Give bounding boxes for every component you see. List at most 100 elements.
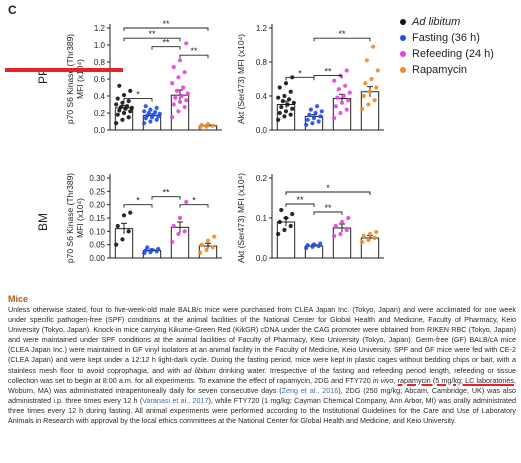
bar-refeeding (332, 227, 352, 259)
data-point-refeeding (171, 223, 176, 229)
significance-bracket (123, 204, 153, 208)
data-point-ad_libitum (277, 219, 282, 225)
data-point-ad_libitum (287, 97, 292, 102)
data-point-ad_libitum (121, 93, 127, 98)
data-point-fasting (319, 109, 324, 114)
data-point-fasting (311, 242, 317, 247)
data-point-ad_libitum (282, 93, 287, 99)
significance-bracket (151, 196, 181, 200)
data-point-fasting (305, 117, 310, 122)
data-point-fasting (156, 246, 161, 252)
data-point-ad_libitum (120, 237, 125, 242)
data-point-fasting (318, 114, 323, 119)
data-point-refeeding (332, 233, 337, 239)
data-point-ad_libitum (277, 85, 282, 90)
data-point-refeeding (344, 68, 349, 73)
data-point-ad_libitum (276, 231, 281, 237)
data-point-ad_libitum (128, 109, 133, 114)
chart-3: 0.00 0.05 0.10 0.15 0.20 0.25 0.30 p70 S6 Kinas… (65, 173, 222, 263)
data-point-fasting (307, 112, 312, 117)
data-point-refeeding (174, 88, 179, 93)
data-point-refeeding (336, 87, 341, 92)
data-point-ad_libitum (117, 108, 122, 113)
data-point-rapamycin (374, 85, 379, 90)
data-point-refeeding (332, 116, 337, 121)
significance-bracket (151, 46, 181, 50)
data-point-rapamycin (363, 81, 368, 86)
citation-link[interactable]: Zeng et al., 2016 (281, 385, 339, 395)
methods-text-segment: rapamycin (5 mg/kg; LC laboratories (397, 375, 514, 385)
data-point-ad_libitum (114, 121, 119, 126)
y-tick-label: 0.6 (94, 75, 106, 84)
data-point-rapamycin (375, 68, 380, 73)
legend-label: Refeeding (24 h) (412, 48, 494, 60)
data-point-refeeding (343, 83, 348, 88)
legend-label: Fasting (36 h) (412, 32, 480, 44)
significance-label: ** (190, 46, 198, 56)
legend-marker-icon (400, 51, 406, 57)
data-point-refeeding (177, 215, 183, 221)
data-point-refeeding (181, 85, 186, 90)
significance-bracket (123, 98, 153, 102)
significance-label: ** (324, 203, 332, 213)
methods-text-segment: , Woburn, MA) was administrated intraper… (8, 375, 516, 395)
data-point-ad_libitum (290, 211, 295, 217)
data-point-ad_libitum (282, 227, 287, 233)
significance-bracket (123, 27, 209, 31)
significance-label: * (326, 183, 330, 193)
data-point-ad_libitum (288, 89, 293, 94)
data-point-refeeding (171, 65, 176, 70)
y-tick-label: 0.0 (94, 126, 106, 135)
data-point-rapamycin (372, 235, 377, 241)
data-point-refeeding (338, 231, 343, 237)
data-point-fasting (316, 119, 321, 124)
data-point-refeeding (333, 104, 338, 109)
legend-marker-icon (400, 19, 406, 25)
data-point-fasting (318, 241, 323, 246)
data-point-fasting (315, 104, 320, 109)
data-point-refeeding (184, 199, 189, 205)
data-point-refeeding (184, 98, 189, 103)
data-point-refeeding (177, 58, 183, 63)
significance-label: ** (148, 29, 156, 39)
data-point-fasting (142, 109, 147, 114)
y-tick-label: 0.4 (94, 92, 106, 101)
legend-item: Ad libitum (396, 14, 520, 30)
significance-bracket (285, 76, 315, 81)
data-point-rapamycin (360, 239, 365, 245)
data-point-ad_libitum (125, 104, 130, 109)
data-point-ad_libitum (285, 102, 290, 107)
data-point-ad_libitum (276, 117, 281, 122)
data-point-ad_libitum (283, 215, 289, 221)
data-point-ad_libitum (277, 110, 282, 116)
y-axis-label: p70 S6 Kinase (Thr389) (65, 173, 75, 263)
data-point-refeeding (339, 219, 345, 225)
data-point-refeeding (332, 78, 337, 83)
y-tick-label: 0.0 (256, 254, 268, 263)
y-tick-label: 0.10 (89, 227, 105, 236)
significance-label: ** (162, 19, 170, 29)
data-point-fasting (143, 104, 148, 109)
methods-section: Mice Unless otherwise stated, four to fi… (8, 294, 516, 426)
significance-label: * (136, 196, 140, 206)
data-point-rapamycin (371, 44, 376, 49)
data-point-ad_libitum (282, 114, 287, 119)
y-tick-label: 1.2 (94, 24, 106, 33)
data-point-fasting (157, 111, 162, 116)
significance-label: * (136, 90, 140, 100)
data-point-ad_libitum (118, 104, 123, 110)
data-point-fasting (311, 116, 317, 121)
data-point-refeeding (179, 93, 184, 99)
data-point-ad_libitum (120, 100, 125, 105)
data-point-refeeding (173, 95, 178, 100)
data-point-ad_libitum (121, 110, 127, 116)
data-point-refeeding (170, 115, 175, 120)
data-point-rapamycin (212, 234, 217, 239)
methods-heading: Mice (8, 294, 29, 304)
data-point-ad_libitum (126, 229, 131, 234)
citation-link[interactable]: Varanasi et al., 2017 (142, 395, 209, 405)
y-tick-label: 0.15 (89, 214, 105, 223)
data-point-rapamycin (199, 122, 204, 127)
significance-label: ** (324, 67, 332, 77)
